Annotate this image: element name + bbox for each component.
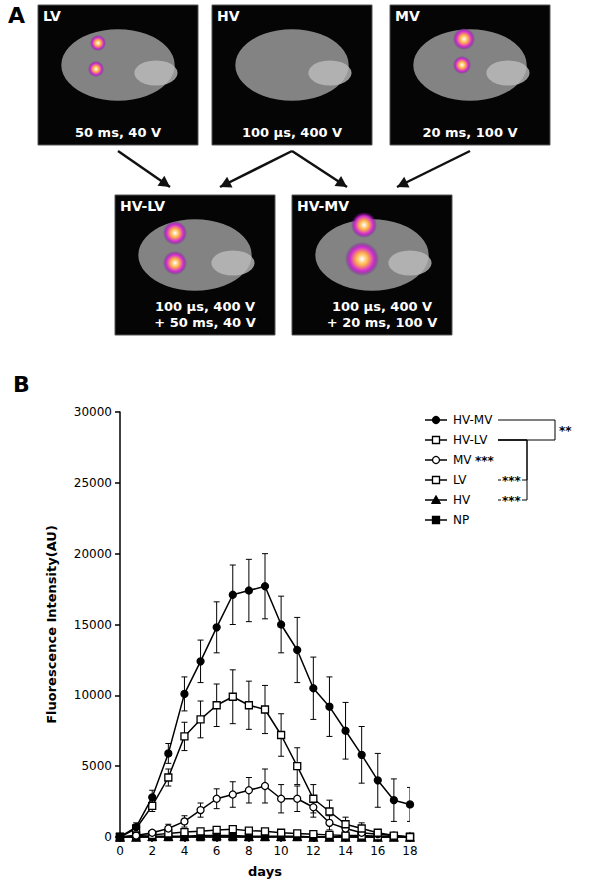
svg-text:20000: 20000 <box>74 547 112 561</box>
svg-text:100 µs, 400 V: 100 µs, 400 V <box>332 299 432 314</box>
svg-text:8: 8 <box>245 844 253 858</box>
svg-text:MV: MV <box>453 453 472 467</box>
svg-text:HV-LV: HV-LV <box>453 433 488 447</box>
svg-text:4: 4 <box>181 844 189 858</box>
svg-text:**: ** <box>559 424 572 438</box>
svg-text:2: 2 <box>148 844 156 858</box>
svg-text:LV: LV <box>453 473 467 487</box>
svg-text:14: 14 <box>338 844 353 858</box>
svg-text:6: 6 <box>213 844 221 858</box>
svg-text:LV: LV <box>43 8 61 24</box>
svg-text:Fluorescence Intensity(AU): Fluorescence Intensity(AU) <box>44 525 59 724</box>
svg-text:100 µs, 400 V: 100 µs, 400 V <box>242 125 342 140</box>
svg-text:+ 50 ms, 40 V: + 50 ms, 40 V <box>154 315 255 330</box>
svg-text:30000: 30000 <box>74 405 112 419</box>
svg-text:HV-LV: HV-LV <box>120 198 165 214</box>
svg-text:***: *** <box>502 494 522 508</box>
svg-text:HV: HV <box>453 493 471 507</box>
svg-text:A: A <box>8 3 25 28</box>
svg-text:10000: 10000 <box>74 688 112 702</box>
svg-text:HV-MV: HV-MV <box>297 198 349 214</box>
svg-text:18: 18 <box>402 844 417 858</box>
svg-text:12: 12 <box>306 844 321 858</box>
svg-text:MV: MV <box>395 8 420 24</box>
svg-text:NP: NP <box>453 513 469 527</box>
svg-text:5000: 5000 <box>81 759 112 773</box>
svg-text:15000: 15000 <box>74 618 112 632</box>
svg-text:***: *** <box>475 454 495 468</box>
svg-text:HV-MV: HV-MV <box>453 413 493 427</box>
svg-text:50 ms, 40 V: 50 ms, 40 V <box>75 125 161 140</box>
svg-text:10: 10 <box>273 844 288 858</box>
svg-text:days: days <box>248 864 282 879</box>
svg-text:20 ms, 100 V: 20 ms, 100 V <box>422 125 517 140</box>
svg-text:0: 0 <box>104 830 112 844</box>
svg-text:0: 0 <box>116 844 124 858</box>
svg-text:+ 20 ms, 100 V: + 20 ms, 100 V <box>327 315 438 330</box>
svg-text:B: B <box>13 372 30 397</box>
svg-text:HV: HV <box>217 8 240 24</box>
svg-text:100 µs, 400 V: 100 µs, 400 V <box>155 299 255 314</box>
svg-text:25000: 25000 <box>74 476 112 490</box>
svg-text:***: *** <box>502 474 522 488</box>
svg-text:16: 16 <box>370 844 385 858</box>
